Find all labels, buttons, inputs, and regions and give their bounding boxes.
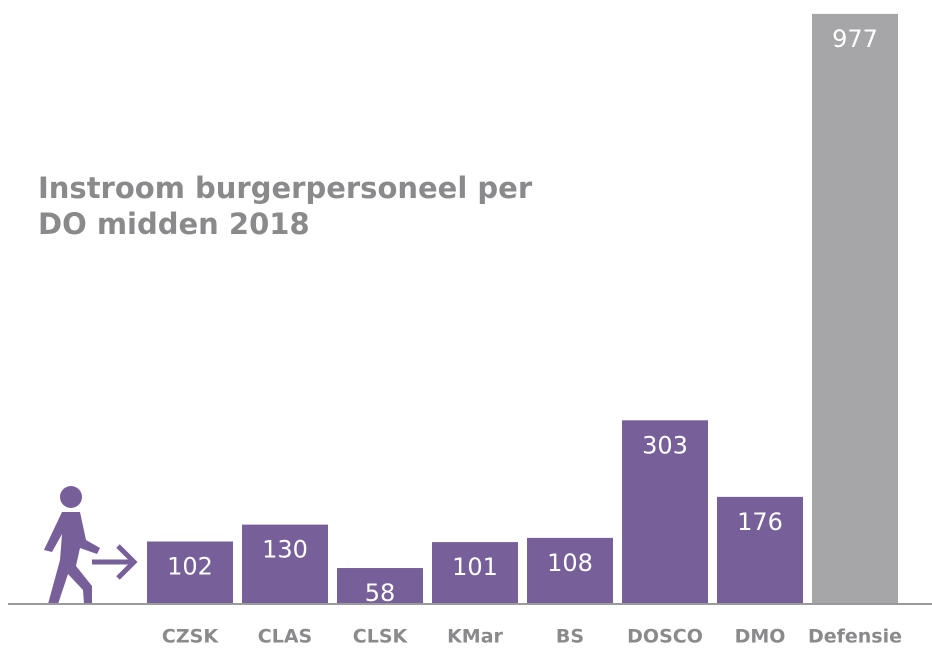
chart-title: Instroom burgerpersoneel per <box>38 171 533 205</box>
bar <box>717 496 803 603</box>
bar <box>622 420 708 603</box>
chart-title: DO midden 2018 <box>38 207 310 241</box>
value-label: 303 <box>642 431 688 459</box>
value-label: 130 <box>262 536 308 564</box>
x-tick-label: CZSK <box>162 626 219 648</box>
bar <box>432 542 518 603</box>
value-label: 58 <box>365 579 396 607</box>
walking-person-icon <box>44 486 100 604</box>
value-label: 101 <box>452 553 498 581</box>
x-tick-label: Defensie <box>808 626 902 648</box>
bar <box>242 524 328 603</box>
value-label: 108 <box>547 549 593 577</box>
bar <box>527 537 613 603</box>
bar <box>147 541 233 603</box>
x-tick-label: CLSK <box>353 626 409 648</box>
value-label: 977 <box>832 25 878 53</box>
value-label: 176 <box>737 508 783 536</box>
x-tick-label: CLAS <box>258 626 312 648</box>
x-tick-label: BS <box>556 626 584 648</box>
bar <box>812 13 898 603</box>
x-tick-label: DMO <box>735 626 786 648</box>
x-tick-label: KMar <box>447 626 503 648</box>
value-label: 102 <box>167 552 213 580</box>
x-tick-label: DOSCO <box>627 626 703 648</box>
arrow-icon <box>92 544 138 580</box>
bar <box>337 568 423 603</box>
